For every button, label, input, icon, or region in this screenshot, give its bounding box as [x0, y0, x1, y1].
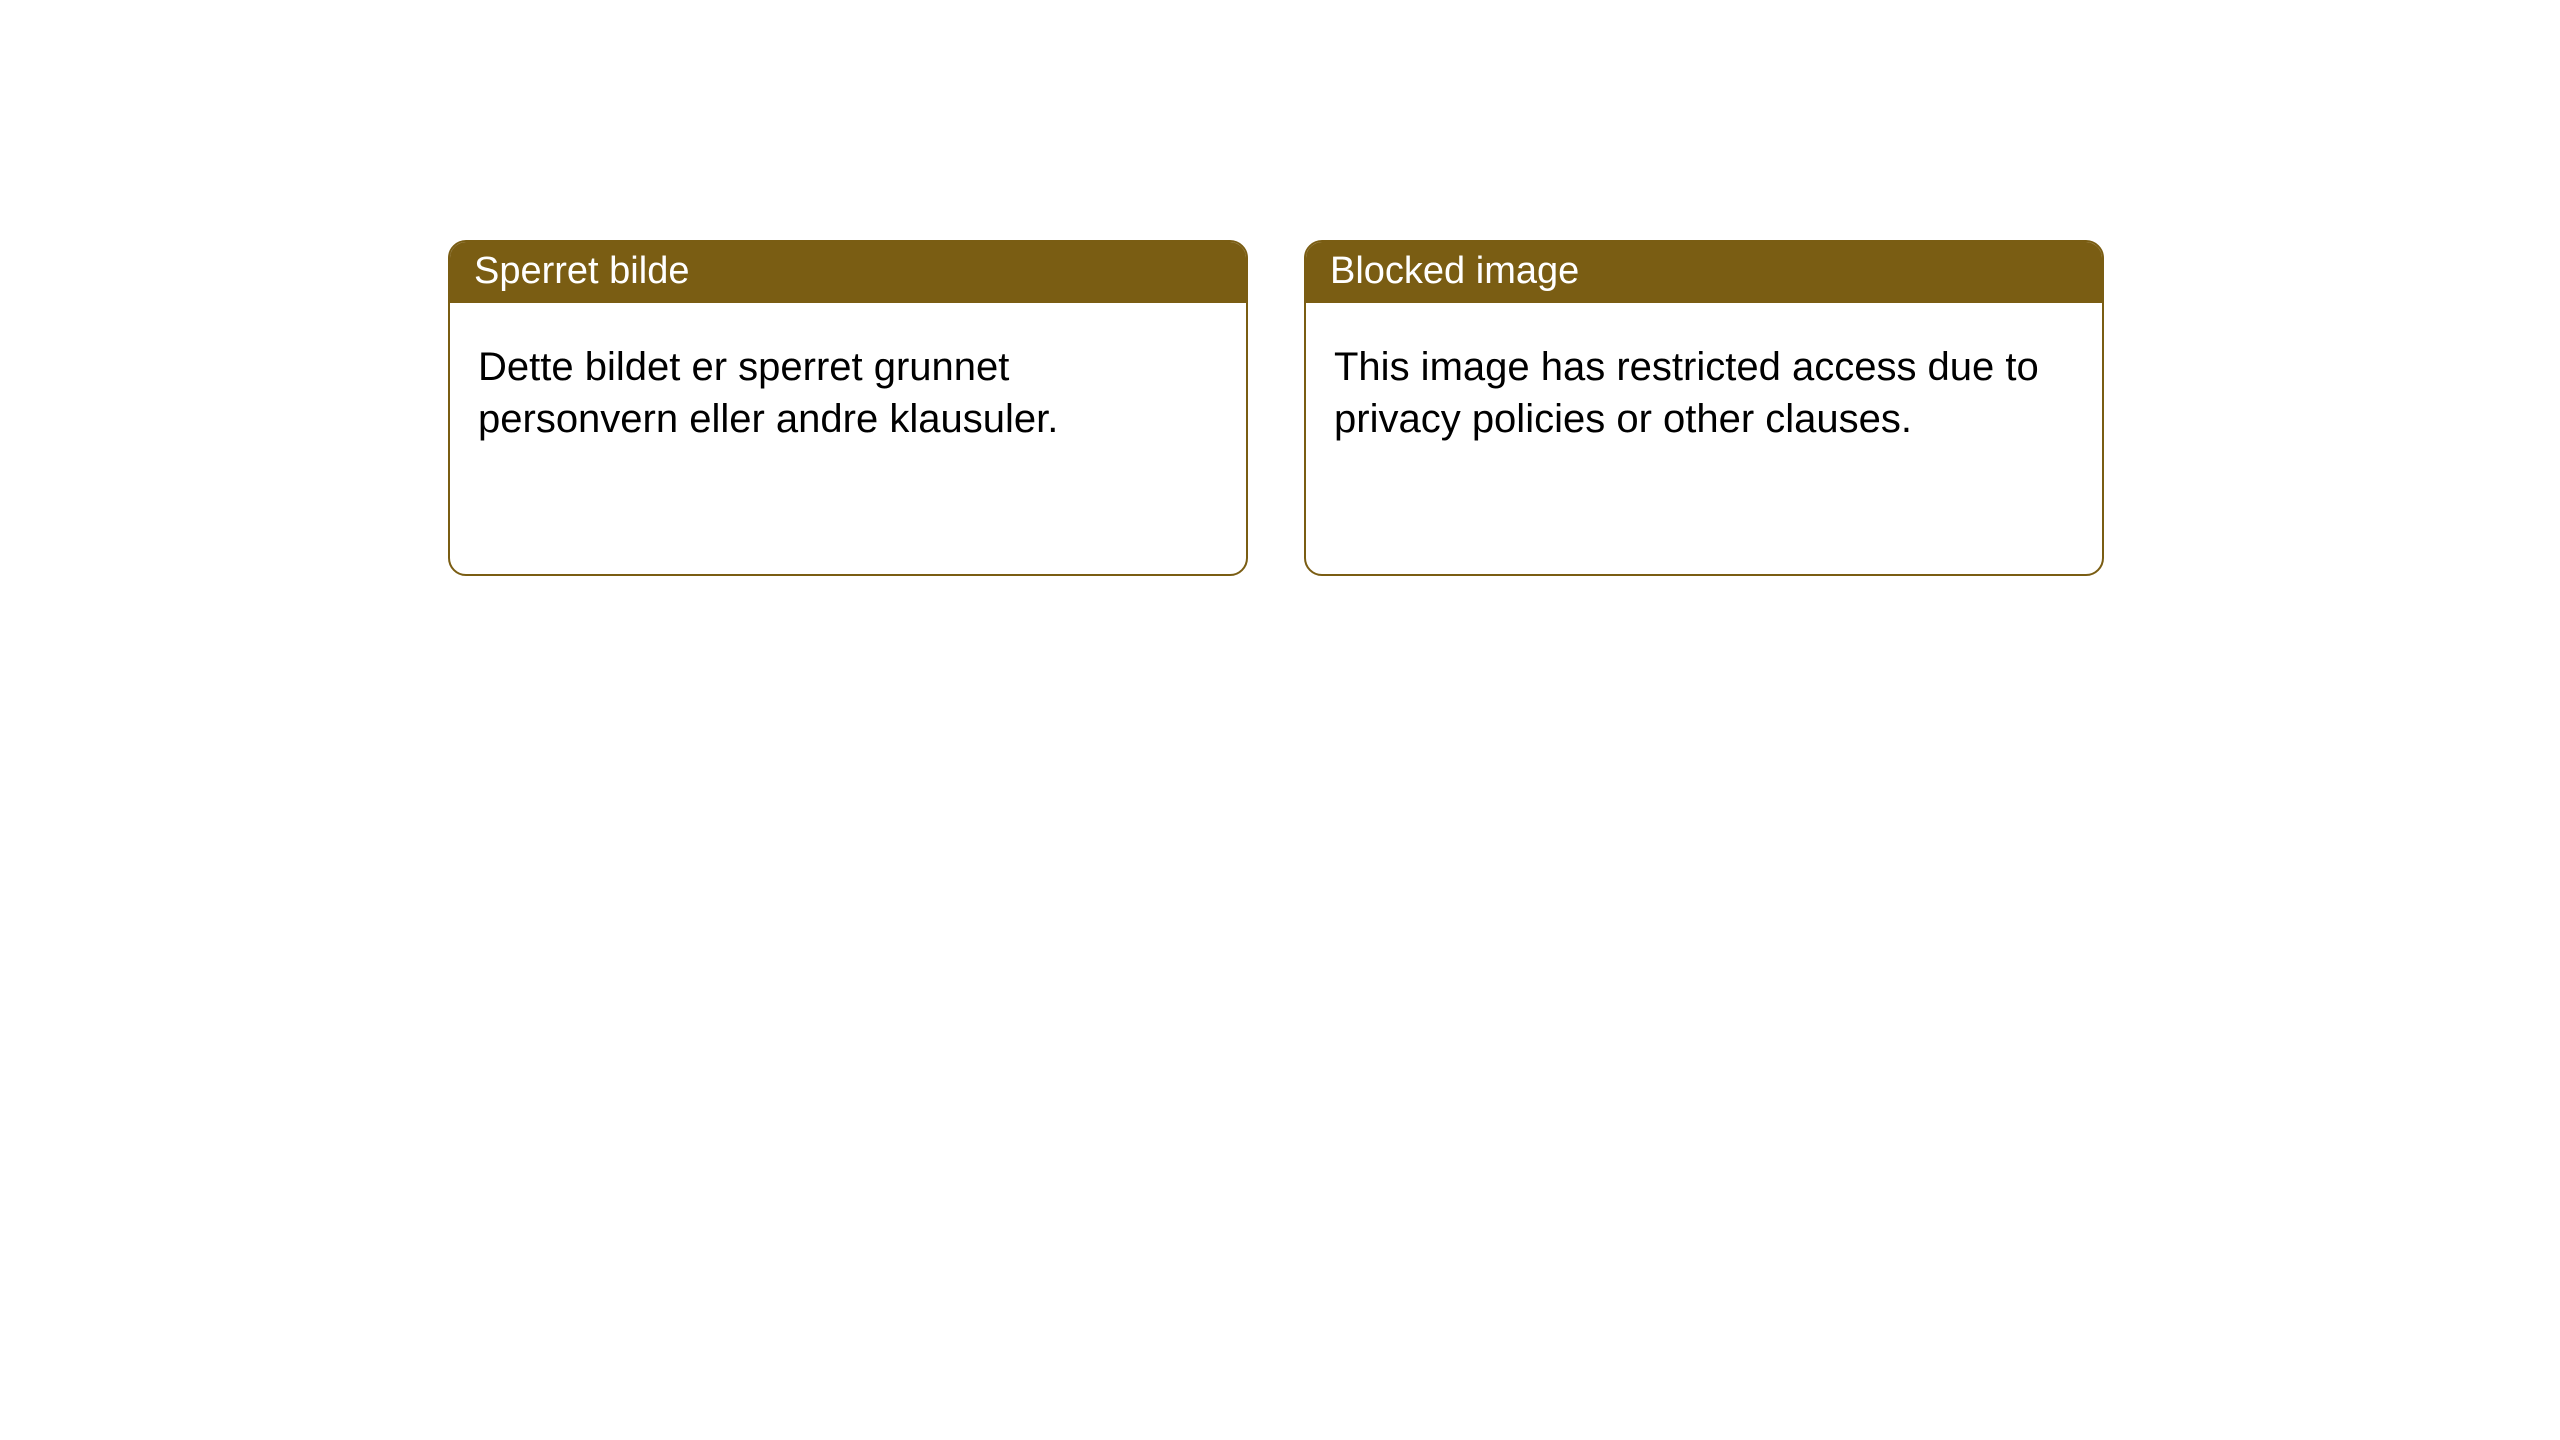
blocked-image-card-en: Blocked image This image has restricted … [1304, 240, 2104, 576]
card-header-no: Sperret bilde [450, 242, 1246, 303]
card-body-en: This image has restricted access due to … [1306, 303, 2102, 473]
card-body-no: Dette bildet er sperret grunnet personve… [450, 303, 1246, 473]
card-message-en: This image has restricted access due to … [1334, 345, 2039, 441]
card-header-en: Blocked image [1306, 242, 2102, 303]
card-message-no: Dette bildet er sperret grunnet personve… [478, 345, 1058, 441]
cards-container: Sperret bilde Dette bildet er sperret gr… [0, 0, 2560, 576]
card-title-no: Sperret bilde [474, 250, 689, 292]
blocked-image-card-no: Sperret bilde Dette bildet er sperret gr… [448, 240, 1248, 576]
card-title-en: Blocked image [1330, 250, 1579, 292]
